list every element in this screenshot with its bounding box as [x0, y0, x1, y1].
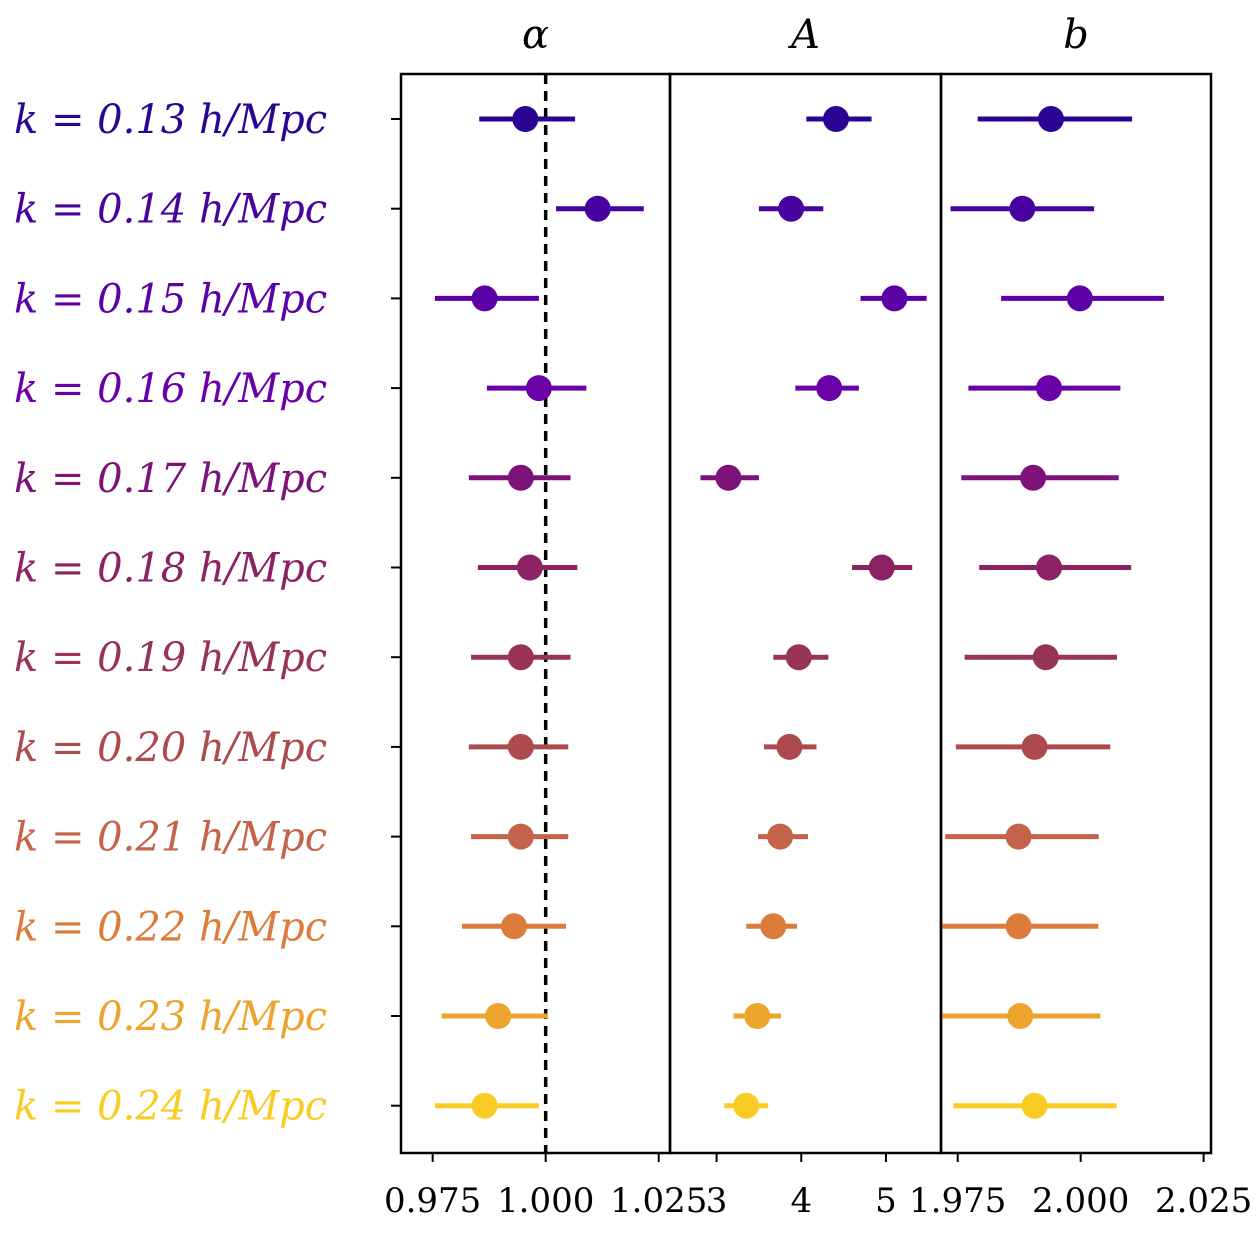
- panel-title: A: [787, 12, 820, 58]
- data-point: [516, 554, 543, 581]
- data-point: [1009, 195, 1036, 222]
- data-point: [1066, 285, 1093, 312]
- data-point: [715, 464, 742, 491]
- data-point: [507, 464, 534, 491]
- data-point: [507, 644, 534, 671]
- x-tick-label: 5: [875, 1181, 897, 1221]
- row-label: k = 0.20 h/Mpc: [14, 725, 327, 771]
- panel-3: b 1.975 2.000 2.025: [909, 12, 1252, 1221]
- row-label: k = 0.16 h/Mpc: [14, 366, 327, 412]
- data-point: [778, 195, 805, 222]
- data-point: [1036, 554, 1063, 581]
- panels: α 0.975 1.000 1.025 A 3 4 5 b 1.975 2.000 2.025: [384, 12, 1252, 1221]
- panel-title: α: [522, 12, 549, 58]
- row-label: k = 0.14 h/Mpc: [14, 187, 327, 233]
- data-point: [785, 644, 812, 671]
- x-tick-label: 3: [706, 1181, 728, 1221]
- row-label: k = 0.13 h/Mpc: [14, 97, 327, 143]
- data-point: [776, 733, 803, 760]
- row-label: k = 0.22 h/Mpc: [14, 904, 327, 950]
- data-point: [485, 1003, 512, 1029]
- x-tick-label: 1.025: [610, 1181, 707, 1221]
- data-point: [1036, 375, 1063, 402]
- panel-title: b: [1063, 12, 1089, 58]
- data-point: [1032, 644, 1059, 671]
- x-tick-label: 2.025: [1155, 1181, 1252, 1221]
- x-tick-label: 1.000: [497, 1181, 594, 1221]
- panel-frame: [939, 72, 1213, 1155]
- data-point: [760, 913, 787, 940]
- panel-1: α 0.975 1.000 1.025: [384, 12, 707, 1221]
- x-tick-label: 0.975: [384, 1181, 481, 1221]
- data-point: [744, 1003, 771, 1029]
- data-point: [816, 375, 843, 402]
- data-point: [868, 554, 895, 581]
- row-label: k = 0.23 h/Mpc: [14, 994, 327, 1040]
- data-point: [1021, 1092, 1048, 1119]
- panel-frame: [668, 72, 943, 1155]
- data-point: [584, 195, 611, 222]
- row-label: k = 0.24 h/Mpc: [14, 1084, 327, 1130]
- row-label: k = 0.21 h/Mpc: [14, 815, 327, 861]
- data-point: [525, 375, 552, 402]
- data-point: [733, 1092, 760, 1119]
- row-labels: k = 0.13 h/Mpc k = 0.14 h/Mpc k = 0.15 h/M…: [14, 97, 327, 1130]
- x-tick-label: 1.975: [909, 1181, 1006, 1221]
- data-point: [471, 285, 498, 312]
- data-point: [1021, 733, 1048, 760]
- data-point: [1020, 464, 1047, 491]
- row-label: k = 0.18 h/Mpc: [14, 546, 327, 592]
- data-point: [822, 106, 849, 132]
- panel-frame: [399, 72, 672, 1155]
- data-point: [1007, 1003, 1034, 1029]
- data-point: [1005, 913, 1032, 940]
- data-point: [507, 823, 534, 850]
- data-point: [507, 733, 534, 760]
- data-point: [512, 106, 539, 132]
- row-label: k = 0.19 h/Mpc: [14, 635, 327, 681]
- data-point: [471, 1092, 498, 1119]
- panel-2: A 3 4 5: [668, 12, 943, 1221]
- data-point: [1005, 823, 1032, 850]
- x-tick-label: 4: [790, 1181, 812, 1221]
- row-label: k = 0.17 h/Mpc: [14, 456, 327, 502]
- row-label: k = 0.15 h/Mpc: [14, 276, 327, 322]
- data-point: [1037, 106, 1064, 132]
- data-point: [767, 823, 794, 850]
- x-tick-label: 2.000: [1032, 1181, 1129, 1221]
- data-point: [501, 913, 528, 940]
- data-point: [881, 285, 908, 312]
